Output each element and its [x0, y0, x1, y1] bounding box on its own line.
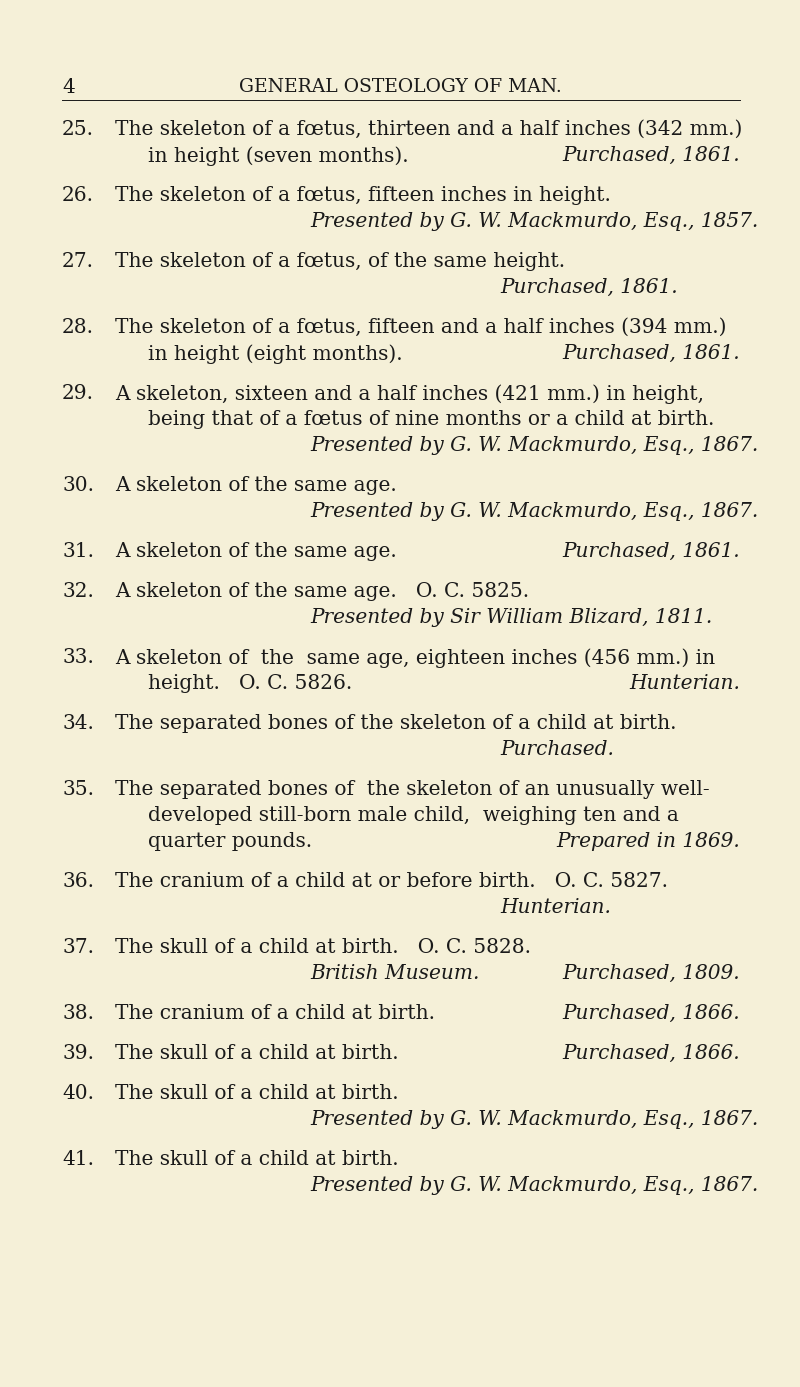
Text: in height (eight months).: in height (eight months). — [148, 344, 402, 363]
Text: British Museum.: British Museum. — [310, 964, 479, 983]
Text: Hunterian.: Hunterian. — [629, 674, 740, 694]
Text: 38.: 38. — [62, 1004, 94, 1024]
Text: 40.: 40. — [62, 1085, 94, 1103]
Text: height.   O. C. 5826.: height. O. C. 5826. — [148, 674, 352, 694]
Text: Presented by G. W. Mackmurdo, Esq., 1867.: Presented by G. W. Mackmurdo, Esq., 1867… — [310, 1176, 758, 1196]
Text: Purchased, 1861.: Purchased, 1861. — [500, 277, 678, 297]
Text: GENERAL OSTEOLOGY OF MAN.: GENERAL OSTEOLOGY OF MAN. — [238, 78, 562, 96]
Text: A skeleton, sixteen and a half inches (421 mm.) in height,: A skeleton, sixteen and a half inches (4… — [115, 384, 704, 404]
Text: The cranium of a child at or before birth.   O. C. 5827.: The cranium of a child at or before birt… — [115, 872, 668, 890]
Text: 30.: 30. — [62, 476, 94, 495]
Text: The skeleton of a fœtus, of the same height.: The skeleton of a fœtus, of the same hei… — [115, 252, 565, 270]
Text: Presented by G. W. Mackmurdo, Esq., 1867.: Presented by G. W. Mackmurdo, Esq., 1867… — [310, 502, 758, 522]
Text: The skull of a child at birth.   O. C. 5828.: The skull of a child at birth. O. C. 582… — [115, 938, 531, 957]
Text: 4: 4 — [62, 78, 74, 97]
Text: Presented by G. W. Mackmurdo, Esq., 1867.: Presented by G. W. Mackmurdo, Esq., 1867… — [310, 1110, 758, 1129]
Text: Purchased, 1861.: Purchased, 1861. — [562, 146, 740, 165]
Text: Purchased, 1861.: Purchased, 1861. — [562, 542, 740, 560]
Text: 31.: 31. — [62, 542, 94, 560]
Text: The separated bones of the skeleton of a child at birth.: The separated bones of the skeleton of a… — [115, 714, 677, 732]
Text: 26.: 26. — [62, 186, 94, 205]
Text: Presented by G. W. Mackmurdo, Esq., 1857.: Presented by G. W. Mackmurdo, Esq., 1857… — [310, 212, 758, 232]
Text: Purchased, 1866.: Purchased, 1866. — [562, 1044, 740, 1062]
Text: in height (seven months).: in height (seven months). — [148, 146, 409, 165]
Text: 35.: 35. — [62, 779, 94, 799]
Text: 25.: 25. — [62, 121, 94, 139]
Text: being that of a fœtus of nine months or a child at birth.: being that of a fœtus of nine months or … — [148, 411, 714, 429]
Text: 36.: 36. — [62, 872, 94, 890]
Text: The skeleton of a fœtus, thirteen and a half inches (342 mm.): The skeleton of a fœtus, thirteen and a … — [115, 121, 742, 139]
Text: quarter pounds.: quarter pounds. — [148, 832, 312, 852]
Text: The skull of a child at birth.: The skull of a child at birth. — [115, 1150, 398, 1169]
Text: A skeleton of the same age.   O. C. 5825.: A skeleton of the same age. O. C. 5825. — [115, 583, 529, 601]
Text: The skeleton of a fœtus, fifteen and a half inches (394 mm.): The skeleton of a fœtus, fifteen and a h… — [115, 318, 726, 337]
Text: 32.: 32. — [62, 583, 94, 601]
Text: 34.: 34. — [62, 714, 94, 732]
Text: The cranium of a child at birth.: The cranium of a child at birth. — [115, 1004, 435, 1024]
Text: The skull of a child at birth.: The skull of a child at birth. — [115, 1044, 398, 1062]
Text: 37.: 37. — [62, 938, 94, 957]
Text: 28.: 28. — [62, 318, 94, 337]
Text: Purchased, 1809.: Purchased, 1809. — [562, 964, 740, 983]
Text: 29.: 29. — [62, 384, 94, 404]
Text: A skeleton of  the  same age, eighteen inches (456 mm.) in: A skeleton of the same age, eighteen inc… — [115, 648, 715, 667]
Text: 39.: 39. — [62, 1044, 94, 1062]
Text: Presented by Sir William Blizard, 1811.: Presented by Sir William Blizard, 1811. — [310, 608, 712, 627]
Text: 41.: 41. — [62, 1150, 94, 1169]
Text: The skeleton of a fœtus, fifteen inches in height.: The skeleton of a fœtus, fifteen inches … — [115, 186, 611, 205]
Text: Purchased, 1866.: Purchased, 1866. — [562, 1004, 740, 1024]
Text: The skull of a child at birth.: The skull of a child at birth. — [115, 1085, 398, 1103]
Text: Purchased.: Purchased. — [500, 741, 614, 759]
Text: 27.: 27. — [62, 252, 94, 270]
Text: Purchased, 1861.: Purchased, 1861. — [562, 344, 740, 363]
Text: 33.: 33. — [62, 648, 94, 667]
Text: Hunterian.: Hunterian. — [500, 897, 611, 917]
Text: A skeleton of the same age.: A skeleton of the same age. — [115, 542, 397, 560]
Text: developed still-born male child,  weighing ten and a: developed still-born male child, weighin… — [148, 806, 679, 825]
Text: Prepared in 1869.: Prepared in 1869. — [556, 832, 740, 852]
Text: Presented by G. W. Mackmurdo, Esq., 1867.: Presented by G. W. Mackmurdo, Esq., 1867… — [310, 436, 758, 455]
Text: A skeleton of the same age.: A skeleton of the same age. — [115, 476, 397, 495]
Text: The separated bones of  the skeleton of an unusually well-: The separated bones of the skeleton of a… — [115, 779, 710, 799]
